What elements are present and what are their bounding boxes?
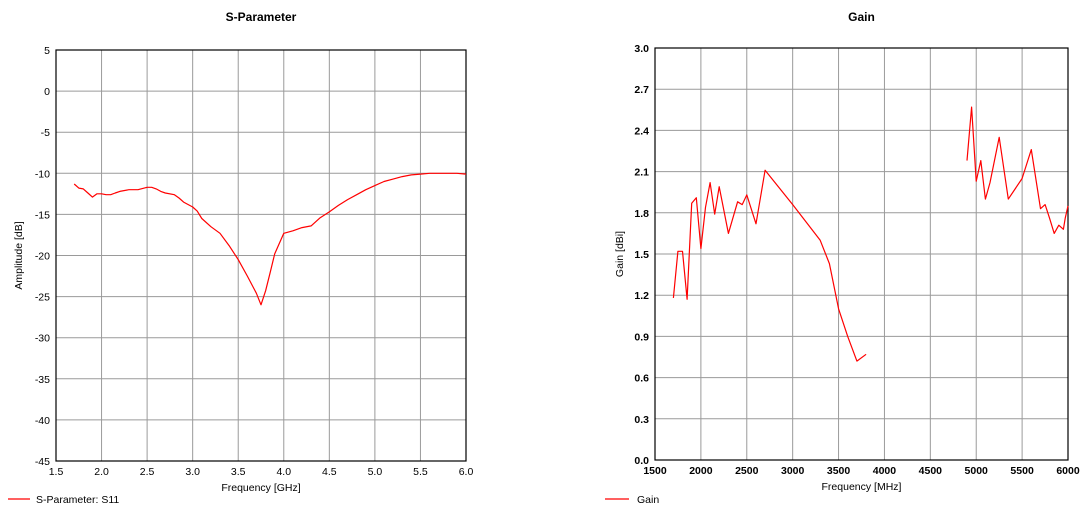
- x-tick-label: 5500: [1010, 465, 1034, 477]
- y-tick-label: 1.2: [634, 290, 649, 302]
- y-tick-label: 3.0: [634, 43, 649, 55]
- x-tick-label: 1.5: [49, 466, 64, 478]
- s-parameter-chart: 1.5 2.0 2.5 3.0 3.5 4.0 4.5 5.0 5.5 6.0 5 0 -5 -10 -15…: [8, 10, 473, 506]
- x-tick-label: 4.0: [276, 466, 291, 478]
- y-tick-label: -30: [35, 333, 50, 345]
- x-tick-label: 5000: [965, 465, 989, 477]
- y-tick-label: -35: [35, 374, 50, 386]
- y-tick-label: -10: [35, 168, 50, 180]
- y-tick-label: 2.4: [634, 125, 649, 137]
- y-axis-label: Amplitude [dB]: [13, 221, 25, 289]
- y-tick-label: -45: [35, 456, 50, 468]
- x-tick-label: 6000: [1056, 465, 1080, 477]
- y-tick-label: 0.0: [634, 455, 649, 467]
- y-tick-label: 2.1: [634, 167, 649, 179]
- x-tick-label: 5.5: [413, 466, 428, 478]
- x-tick-label: 5.0: [368, 466, 383, 478]
- legend-label: S-Parameter: S11: [36, 494, 119, 506]
- series-line: [73, 172, 467, 306]
- y-tick-label: 1.5: [634, 249, 649, 261]
- gain-chart: 1500 2000 2500 3000 3500 4000 4500 5000 5500 6000…: [605, 10, 1080, 506]
- y-tick-label: 2.7: [634, 84, 649, 96]
- y-tick-label: 5: [44, 45, 50, 57]
- y-tick-label: -40: [35, 415, 50, 427]
- x-tick-label: 3000: [781, 465, 805, 477]
- plot-frame: [654, 47, 1069, 461]
- chart-title: Gain: [848, 10, 875, 24]
- y-tick-label: 0.9: [634, 331, 649, 343]
- y-tick-label: 0.6: [634, 373, 649, 385]
- legend-label: Gain: [637, 494, 659, 506]
- plot-frame: [55, 49, 467, 462]
- x-tick-label: 4500: [919, 465, 943, 477]
- series-line: [672, 169, 867, 362]
- y-tick-label: 0.3: [634, 414, 649, 426]
- x-axis-label: Frequency [GHz]: [221, 482, 300, 494]
- y-tick-label: -25: [35, 292, 50, 304]
- x-tick-label: 1500: [643, 465, 667, 477]
- x-tick-label: 4.5: [322, 466, 337, 478]
- y-axis-label: Gain [dBi]: [614, 231, 626, 277]
- x-tick-label: 6.0: [459, 466, 474, 478]
- x-tick-label: 3500: [827, 465, 851, 477]
- y-tick-label: -15: [35, 209, 50, 221]
- x-tick-label: 2500: [735, 465, 759, 477]
- chart-title: S-Parameter: [226, 10, 297, 24]
- x-tick-label: 3.5: [231, 466, 246, 478]
- y-tick-label: -20: [35, 251, 50, 263]
- y-tick-label: -5: [41, 127, 50, 139]
- series-line: [966, 106, 1069, 234]
- y-tick-label: 0: [44, 86, 50, 98]
- y-tick-label: 1.8: [634, 208, 649, 220]
- x-tick-label: 2000: [689, 465, 713, 477]
- x-tick-label: 2.0: [94, 466, 109, 478]
- x-tick-label: 2.5: [140, 466, 155, 478]
- x-tick-label: 3.0: [185, 466, 200, 478]
- x-tick-label: 4000: [873, 465, 897, 477]
- x-axis-label: Frequency [MHz]: [822, 481, 902, 493]
